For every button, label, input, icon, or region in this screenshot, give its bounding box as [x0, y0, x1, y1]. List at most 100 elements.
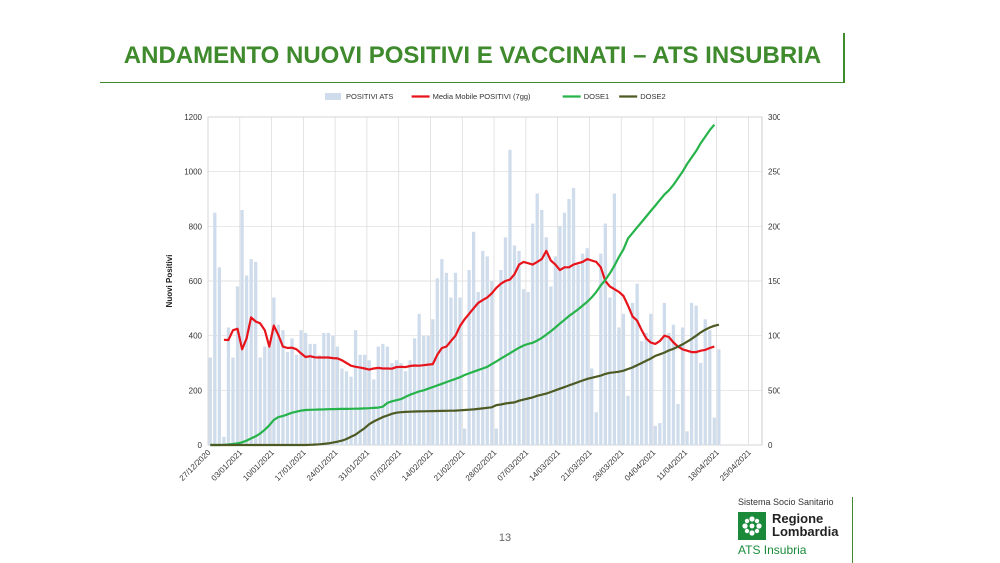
x-tick-label: 24/01/2021	[305, 448, 340, 483]
bar-positivi-ats	[353, 330, 358, 445]
bar-positivi-ats	[667, 332, 671, 445]
bar-positivi-ats	[717, 349, 721, 445]
bar-positivi-ats	[558, 226, 562, 445]
bar-positivi-ats	[553, 256, 558, 445]
bar-positivi-ats	[376, 346, 380, 445]
bar-positivi-ats	[481, 250, 485, 445]
bar-positivi-ats	[331, 335, 335, 445]
legend-label: POSITIVI ATS	[346, 92, 393, 101]
line-media-mobile-positivi	[223, 249, 715, 371]
line-series-group	[210, 123, 720, 447]
bar-positivi-ats	[472, 231, 476, 445]
bar-positivi-ats	[603, 223, 607, 445]
y-tick-label: 1000	[184, 168, 202, 177]
bar-positivi-ats	[580, 253, 585, 445]
bar-positivi-ats	[290, 338, 294, 445]
bar-positivi-ats	[567, 199, 571, 445]
bar-series-positivi-ats	[208, 149, 721, 446]
chart-legend: POSITIVI ATS Media Mobile POSITIVI (7gg) D…	[325, 92, 666, 101]
bar-positivi-ats	[662, 302, 667, 445]
bar-positivi-ats	[412, 338, 417, 445]
page-number: 13	[498, 532, 512, 544]
y2-tick-label: 150000	[768, 277, 780, 286]
bar-positivi-ats	[503, 237, 508, 445]
bar-positivi-ats	[417, 313, 421, 445]
y2-tick-label: 0	[768, 441, 773, 450]
bar-positivi-ats	[408, 360, 412, 445]
bar-positivi-ats	[440, 259, 444, 445]
y2-tick-label: 100000	[768, 332, 780, 341]
bar-positivi-ats	[649, 313, 653, 445]
bar-positivi-ats	[521, 289, 526, 445]
bar-positivi-ats	[431, 319, 435, 445]
y-tick-label: 1200	[184, 113, 202, 122]
bar-positivi-ats	[689, 302, 694, 445]
x-tick-label: 28/02/2021	[464, 448, 499, 483]
bar-positivi-ats	[485, 256, 489, 445]
bar-positivi-ats	[294, 354, 299, 445]
bar-positivi-ats	[381, 343, 385, 445]
x-tick-label: 10/01/2021	[241, 448, 276, 483]
bar-positivi-ats	[308, 343, 312, 445]
bar-positivi-ats	[671, 324, 676, 445]
y-tick-label: 800	[189, 222, 203, 231]
bar-positivi-ats	[585, 248, 589, 445]
x-tick-label: 25/04/2021	[718, 448, 753, 483]
y2-tick-label: 200000	[768, 222, 780, 231]
bar-positivi-ats	[594, 412, 598, 445]
bar-positivi-ats	[258, 357, 262, 445]
bar-positivi-ats	[462, 428, 467, 445]
x-tick-label: 28/03/2021	[591, 448, 626, 483]
bar-positivi-ats	[426, 335, 430, 445]
bar-positivi-ats	[494, 428, 498, 445]
bar-positivi-ats	[222, 436, 226, 445]
bar-positivi-ats	[235, 286, 240, 445]
bar-positivi-ats	[640, 341, 644, 445]
x-tick-label: 14/03/2021	[527, 448, 562, 483]
bar-positivi-ats	[358, 354, 362, 445]
bar-positivi-ats	[467, 270, 471, 445]
logo-subtitle: ATS Insubria	[738, 543, 807, 557]
x-tick-label: 04/04/2021	[623, 448, 658, 483]
bar-positivi-ats	[213, 212, 217, 445]
bar-positivi-ats	[363, 354, 367, 445]
bar-positivi-ats	[372, 379, 376, 445]
x-tick-label: 21/03/2021	[559, 448, 594, 483]
bar-positivi-ats	[676, 404, 680, 445]
bar-positivi-ats	[531, 223, 535, 445]
bar-positivi-ats	[226, 327, 231, 445]
bar-positivi-ats	[349, 376, 353, 445]
line-dose1	[210, 123, 716, 447]
bar-positivi-ats	[390, 363, 394, 445]
bar-positivi-ats	[303, 332, 308, 445]
bar-positivi-ats	[458, 297, 462, 445]
bar-positivi-ats	[508, 149, 512, 446]
bar-positivi-ats	[549, 286, 553, 445]
legend-label: Media Mobile POSITIVI (7gg)	[433, 92, 531, 101]
bar-positivi-ats	[608, 297, 612, 445]
bar-positivi-ats	[653, 425, 657, 445]
bar-positivi-ats	[317, 354, 321, 445]
x-tick-label: 31/01/2021	[337, 448, 372, 483]
x-tick-label: 11/04/2021	[655, 448, 690, 483]
y-axis-title: Nuovi Positivi	[165, 255, 174, 308]
bar-positivi-ats	[449, 297, 453, 445]
bar-positivi-ats	[335, 346, 340, 445]
bar-positivi-ats	[217, 267, 221, 445]
bar-positivi-ats	[621, 313, 626, 445]
bar-positivi-ats	[231, 357, 235, 445]
y-tick-label: 0	[198, 441, 203, 450]
bar-positivi-ats	[703, 319, 707, 445]
bar-positivi-ats	[644, 332, 648, 445]
bar-positivi-ats	[712, 417, 716, 445]
legend-label: DOSE1	[584, 92, 609, 101]
bar-positivi-ats	[576, 264, 580, 445]
x-tick-label: 07/02/2021	[368, 448, 403, 483]
bar-positivi-ats	[658, 423, 662, 445]
x-tick-label: 14/02/2021	[400, 448, 435, 483]
bar-positivi-ats	[617, 327, 621, 445]
bar-positivi-ats	[326, 332, 330, 445]
bar-positivi-ats	[394, 360, 399, 445]
bar-positivi-ats	[571, 188, 576, 446]
bar-positivi-ats	[272, 297, 276, 445]
